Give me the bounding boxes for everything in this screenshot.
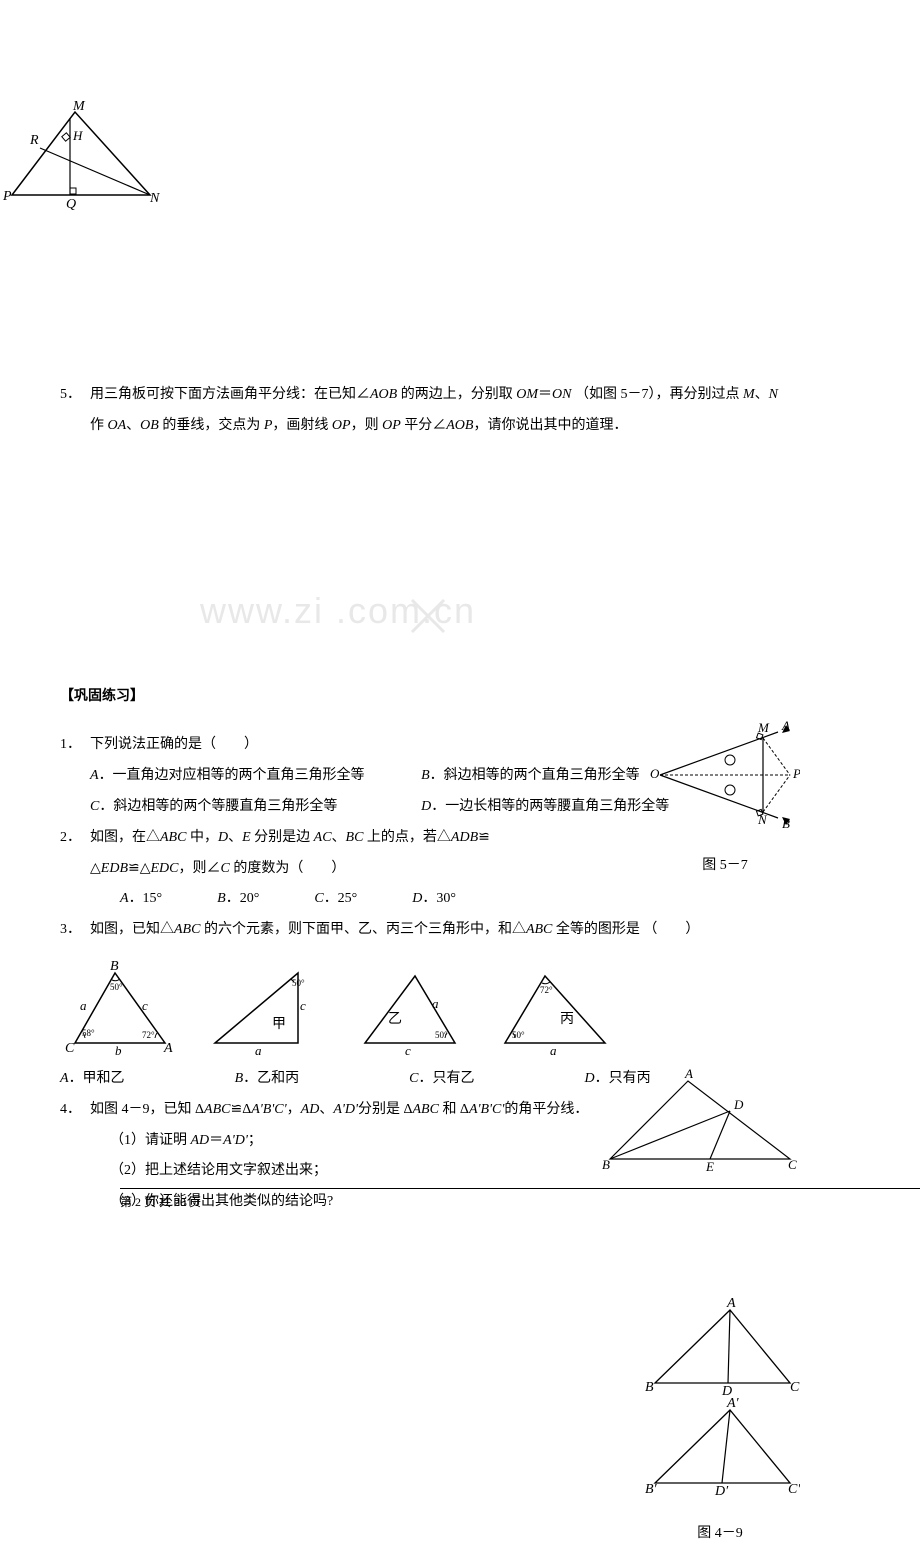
svg-text:A′: A′ xyxy=(726,1396,740,1411)
svg-text:A: A xyxy=(684,1069,693,1081)
svg-text:50°: 50° xyxy=(110,982,123,992)
svg-text:N: N xyxy=(149,191,160,206)
svg-text:50°: 50° xyxy=(292,978,305,988)
svg-text:C: C xyxy=(790,1380,800,1395)
q4-figure: A B C D A′ B′ C′ D′ 图 4－9 xyxy=(640,1298,800,1550)
q4-stem: 如图 4－9，已知 ΔABC≌ΔA'B'C'，AD、A'D'分别是 ΔABC 和… xyxy=(90,1095,588,1126)
q2-opt-d: D．30° xyxy=(412,884,456,915)
q5-block: 5． 用三角板可按下面方法画角平分线：在已知∠AOB 的两边上，分别取 OM＝O… xyxy=(60,380,860,442)
q3-number: 3． xyxy=(60,915,90,946)
q3-fig-abc: B C A a c b 50° 58° 72° xyxy=(60,958,180,1058)
svg-text:c: c xyxy=(142,998,148,1013)
svg-text:B′: B′ xyxy=(645,1482,658,1497)
svg-text:a: a xyxy=(550,1043,557,1058)
svg-text:c: c xyxy=(405,1043,411,1058)
svg-text:M: M xyxy=(72,100,86,114)
svg-text:O: O xyxy=(650,766,660,781)
svg-text:72°: 72° xyxy=(142,1030,155,1040)
svg-text:R: R xyxy=(29,133,39,148)
svg-text:A: A xyxy=(163,1041,173,1056)
q1-opt-a: A．一直角边对应相等的两个直角三角形全等 xyxy=(90,761,421,792)
q2-opt-c: C．25° xyxy=(314,884,357,915)
svg-text:c: c xyxy=(300,998,306,1013)
q3-opt-a: A．甲和乙 xyxy=(60,1064,125,1095)
svg-text:b: b xyxy=(115,1043,122,1058)
q3-stem: 如图，已知△ABC 的六个元素，则下面甲、乙、丙三个三角形中，和△ABC 全等的… xyxy=(90,915,699,946)
q2-opt-b: B．20° xyxy=(217,884,259,915)
q2-figure: A B C D E xyxy=(600,1069,800,1192)
svg-text:D′: D′ xyxy=(714,1484,729,1498)
svg-text:B: B xyxy=(110,959,119,974)
q5-figure-caption: 图 5－7 xyxy=(650,851,800,882)
svg-text:a: a xyxy=(432,996,439,1011)
q3-opt-c: C．只有乙 xyxy=(409,1064,474,1095)
q5-text: 用三角板可按下面方法画角平分线：在已知∠AOB 的两边上，分别取 OM＝ON （… xyxy=(90,387,778,402)
svg-text:a: a xyxy=(255,1043,262,1058)
svg-text:C′: C′ xyxy=(788,1482,800,1497)
q2-number: 2． xyxy=(60,823,90,915)
svg-text:P: P xyxy=(792,766,800,781)
svg-text:Q: Q xyxy=(66,197,76,210)
page-footer: 第 2 页 共 20 页 xyxy=(120,1188,920,1210)
svg-text:72°: 72° xyxy=(540,985,553,995)
svg-text:甲: 甲 xyxy=(272,1017,286,1032)
svg-text:58°: 58° xyxy=(82,1028,95,1038)
svg-text:50°: 50° xyxy=(512,1030,525,1040)
svg-text:丙: 丙 xyxy=(560,1012,574,1027)
svg-text:B: B xyxy=(782,816,790,830)
svg-text:A: A xyxy=(726,1298,736,1311)
q4-number: 4． xyxy=(60,1095,90,1126)
svg-text:a: a xyxy=(80,998,87,1013)
svg-text:H: H xyxy=(72,128,83,143)
q3-fig-bing: 72° 50° a 丙 xyxy=(490,958,620,1058)
q5-figure-1: P M N Q R H xyxy=(0,100,800,215)
q5-number: 5． xyxy=(60,380,90,442)
svg-text:C: C xyxy=(788,1157,797,1172)
svg-text:乙: 乙 xyxy=(388,1011,402,1027)
q2-opt-a: A．15° xyxy=(120,884,162,915)
q3-figures: B C A a c b 50° 58° 72° 50° c a 甲 50° a … xyxy=(60,958,860,1058)
section-title: 【巩固练习】 xyxy=(60,682,860,713)
q2-stem-line2: △EDB≌△EDC，则∠C 的度数为（ ） xyxy=(90,854,490,885)
svg-text:N: N xyxy=(757,812,768,827)
svg-text:A: A xyxy=(781,720,790,733)
svg-text:B: B xyxy=(602,1157,610,1172)
svg-text:B: B xyxy=(645,1380,654,1395)
svg-text:D: D xyxy=(733,1097,744,1112)
q2-options: A．15° B．20° C．25° D．30° xyxy=(120,884,490,915)
svg-text:E: E xyxy=(705,1159,714,1174)
q5-figure-2: O M A N B P 图 5－7 xyxy=(650,720,800,882)
q1-stem: 下列说法正确的是（ ） xyxy=(90,730,258,761)
q1-number: 1． xyxy=(60,730,90,761)
q3-fig-jia: 50° c a 甲 xyxy=(200,958,330,1058)
q1-opt-c: C．斜边相等的两个等腰直角三角形全等 xyxy=(90,792,421,823)
svg-text:50°: 50° xyxy=(435,1030,448,1040)
q4-caption: 图 4－9 xyxy=(640,1519,800,1550)
svg-text:M: M xyxy=(757,720,770,735)
q3-opt-b: B．乙和丙 xyxy=(235,1064,300,1095)
q2-stem-line1: 如图，在△ABC 中，D、E 分别是边 AC、BC 上的点，若△ADB≌ xyxy=(90,830,490,845)
svg-text:C: C xyxy=(65,1041,75,1056)
svg-text:P: P xyxy=(2,189,12,204)
q3-block: 3． 如图，已知△ABC 的六个元素，则下面甲、乙、丙三个三角形中，和△ABC … xyxy=(60,915,860,946)
q3-fig-yi: 50° a c 乙 xyxy=(350,958,470,1058)
